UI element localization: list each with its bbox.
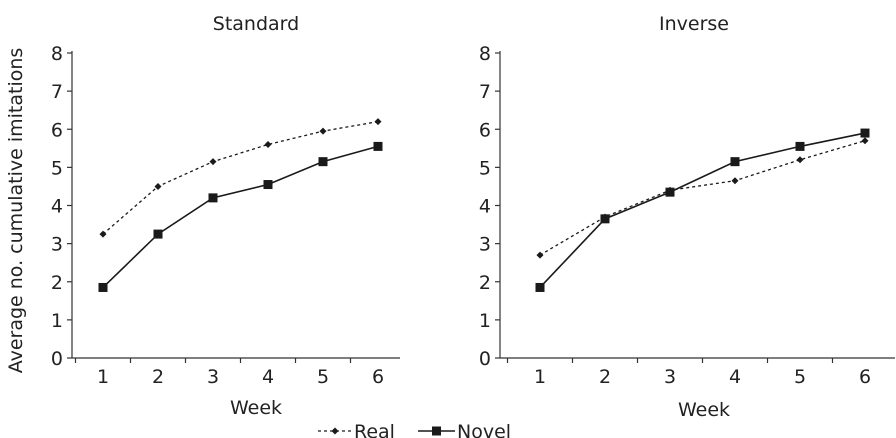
x-axis-label: Week (230, 397, 282, 419)
x-tick-label: 6 (372, 366, 384, 388)
panel-inverse: Inverse 0 1 2 3 4 5 6 7 8 1 2 3 4 5 6 Week (479, 13, 895, 421)
data-point-real (154, 182, 162, 190)
data-point-novel (373, 141, 383, 151)
y-tick-label: 0 (479, 348, 491, 370)
series-novel (535, 128, 870, 292)
series-real (99, 118, 382, 238)
y-tick-label: 7 (479, 81, 491, 103)
x-tick-label: 1 (534, 366, 546, 388)
y-tick-label: 0 (51, 348, 63, 370)
y-axis-label: Average no. cumulative imitations (5, 48, 27, 374)
series-real (536, 137, 869, 259)
data-point-novel (730, 157, 740, 167)
legend-label: Novel (457, 421, 511, 438)
x-tick-label: 2 (152, 366, 164, 388)
y-tick-label: 6 (51, 119, 63, 141)
y-tick-label: 3 (51, 234, 63, 256)
legend: Real Novel (318, 421, 511, 438)
data-point-novel (860, 128, 870, 138)
y-tick-label: 1 (479, 310, 491, 332)
y-tick-label: 4 (479, 196, 491, 218)
data-point-novel (263, 180, 273, 190)
x-tick-label: 5 (794, 366, 806, 388)
legend-marker-novel (432, 426, 441, 436)
data-point-real (796, 156, 804, 164)
panel-standard: Standard 0 1 2 3 4 5 6 7 8 1 2 3 4 5 6 Week Average no. c… (5, 13, 400, 419)
y-tick-label: 2 (51, 272, 63, 294)
data-point-real (731, 177, 739, 185)
data-point-novel (795, 141, 805, 151)
y-tick-label: 5 (51, 157, 63, 179)
data-point-real (536, 251, 544, 259)
y-tick-label: 1 (51, 310, 63, 332)
data-point-real (861, 137, 869, 145)
data-point-novel (208, 193, 218, 203)
y-tick-label: 7 (51, 81, 63, 103)
data-point-novel (535, 282, 545, 292)
data-point-novel (153, 229, 163, 239)
panel-title: Standard (213, 13, 299, 35)
y-tick-label: 8 (51, 43, 63, 65)
data-point-novel (98, 282, 108, 292)
series-line-novel (539, 132, 866, 289)
x-tick-label: 2 (599, 366, 611, 388)
y-tick-label: 8 (479, 43, 491, 65)
data-point-novel (665, 187, 675, 197)
legend-label: Real (354, 421, 395, 438)
x-axis-label: Week (678, 399, 730, 421)
y-tick-label: 2 (479, 272, 491, 294)
data-point-real (374, 118, 382, 126)
x-tick-label: 1 (97, 366, 109, 388)
legend-marker-real (331, 427, 339, 435)
series-line-novel (102, 145, 379, 289)
x-tick-label: 3 (664, 366, 676, 388)
x-tick-label: 3 (207, 366, 219, 388)
panel-title: Inverse (659, 13, 729, 35)
data-point-real (99, 230, 107, 238)
x-tick-label: 4 (729, 366, 741, 388)
series-line-real (539, 140, 866, 256)
data-point-real (209, 158, 217, 166)
data-point-novel (600, 214, 610, 224)
y-tick-label: 4 (51, 196, 63, 218)
legend-item-real: Real (318, 421, 395, 438)
x-tick-label: 4 (262, 366, 274, 388)
data-point-real (264, 141, 272, 148)
data-point-real (319, 127, 327, 135)
data-point-novel (318, 157, 328, 167)
y-tick-label: 5 (479, 157, 491, 179)
legend-item-novel: Novel (418, 421, 511, 438)
y-tick-label: 6 (479, 119, 491, 141)
x-tick-label: 5 (317, 366, 329, 388)
series-line-real (102, 120, 379, 235)
y-tick-label: 3 (479, 234, 491, 256)
x-tick-label: 6 (859, 366, 871, 388)
series-novel (98, 141, 383, 292)
